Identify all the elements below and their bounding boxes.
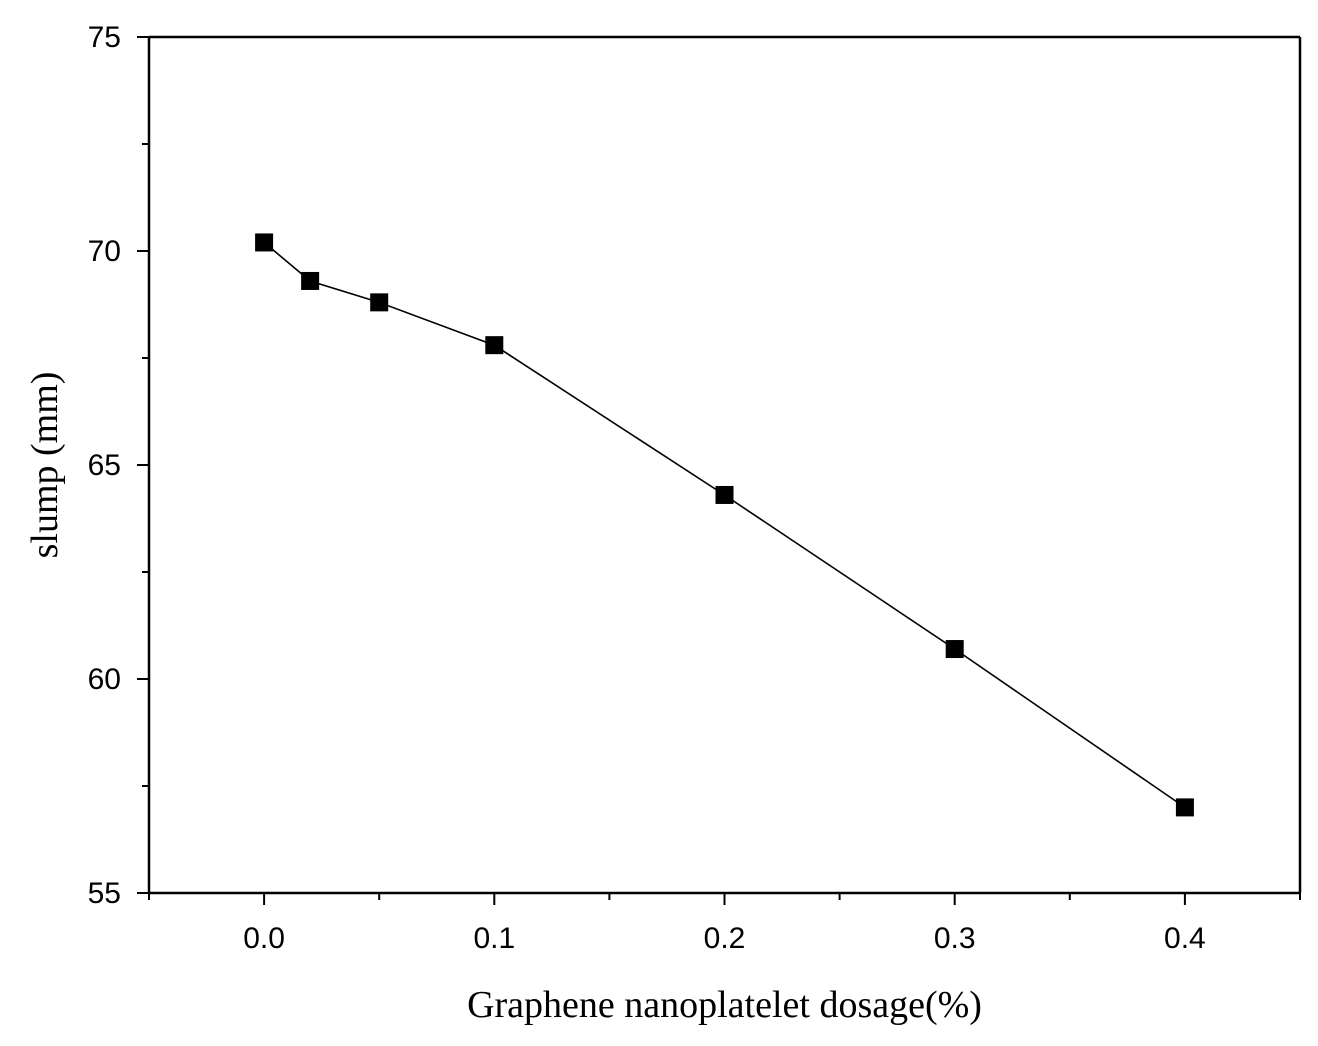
data-point-marker — [255, 233, 274, 252]
x-tick-label: 0.4 — [1164, 922, 1206, 955]
x-tick-label: 0.1 — [473, 922, 515, 955]
data-point-marker — [715, 485, 734, 504]
data-point-marker — [370, 293, 389, 312]
y-tick-label: 70 — [88, 235, 121, 268]
data-point-marker — [1175, 798, 1194, 817]
data-point-marker — [945, 640, 964, 659]
x-tick-label: 0.2 — [704, 922, 746, 955]
data-point-marker — [301, 271, 320, 290]
tick-labels: 55 60 65 70 75 0.0 0.1 0.2 0.3 0.4 — [88, 21, 1206, 955]
x-axis-title: Graphene nanoplatelet dosage(%) — [467, 984, 982, 1026]
y-tick-label: 75 — [88, 21, 121, 54]
y-tick-label: 65 — [88, 449, 121, 482]
x-tick-label: 0.3 — [934, 922, 976, 955]
series-line — [263, 241, 1186, 809]
x-tick-label: 0.0 — [243, 922, 285, 955]
data-point-marker — [485, 336, 504, 355]
axes — [137, 35, 1302, 905]
data-series — [255, 233, 1194, 817]
y-tick-label: 60 — [88, 663, 121, 696]
y-tick-label: 55 — [88, 877, 121, 910]
y-axis-title: slump (mm) — [24, 372, 66, 559]
